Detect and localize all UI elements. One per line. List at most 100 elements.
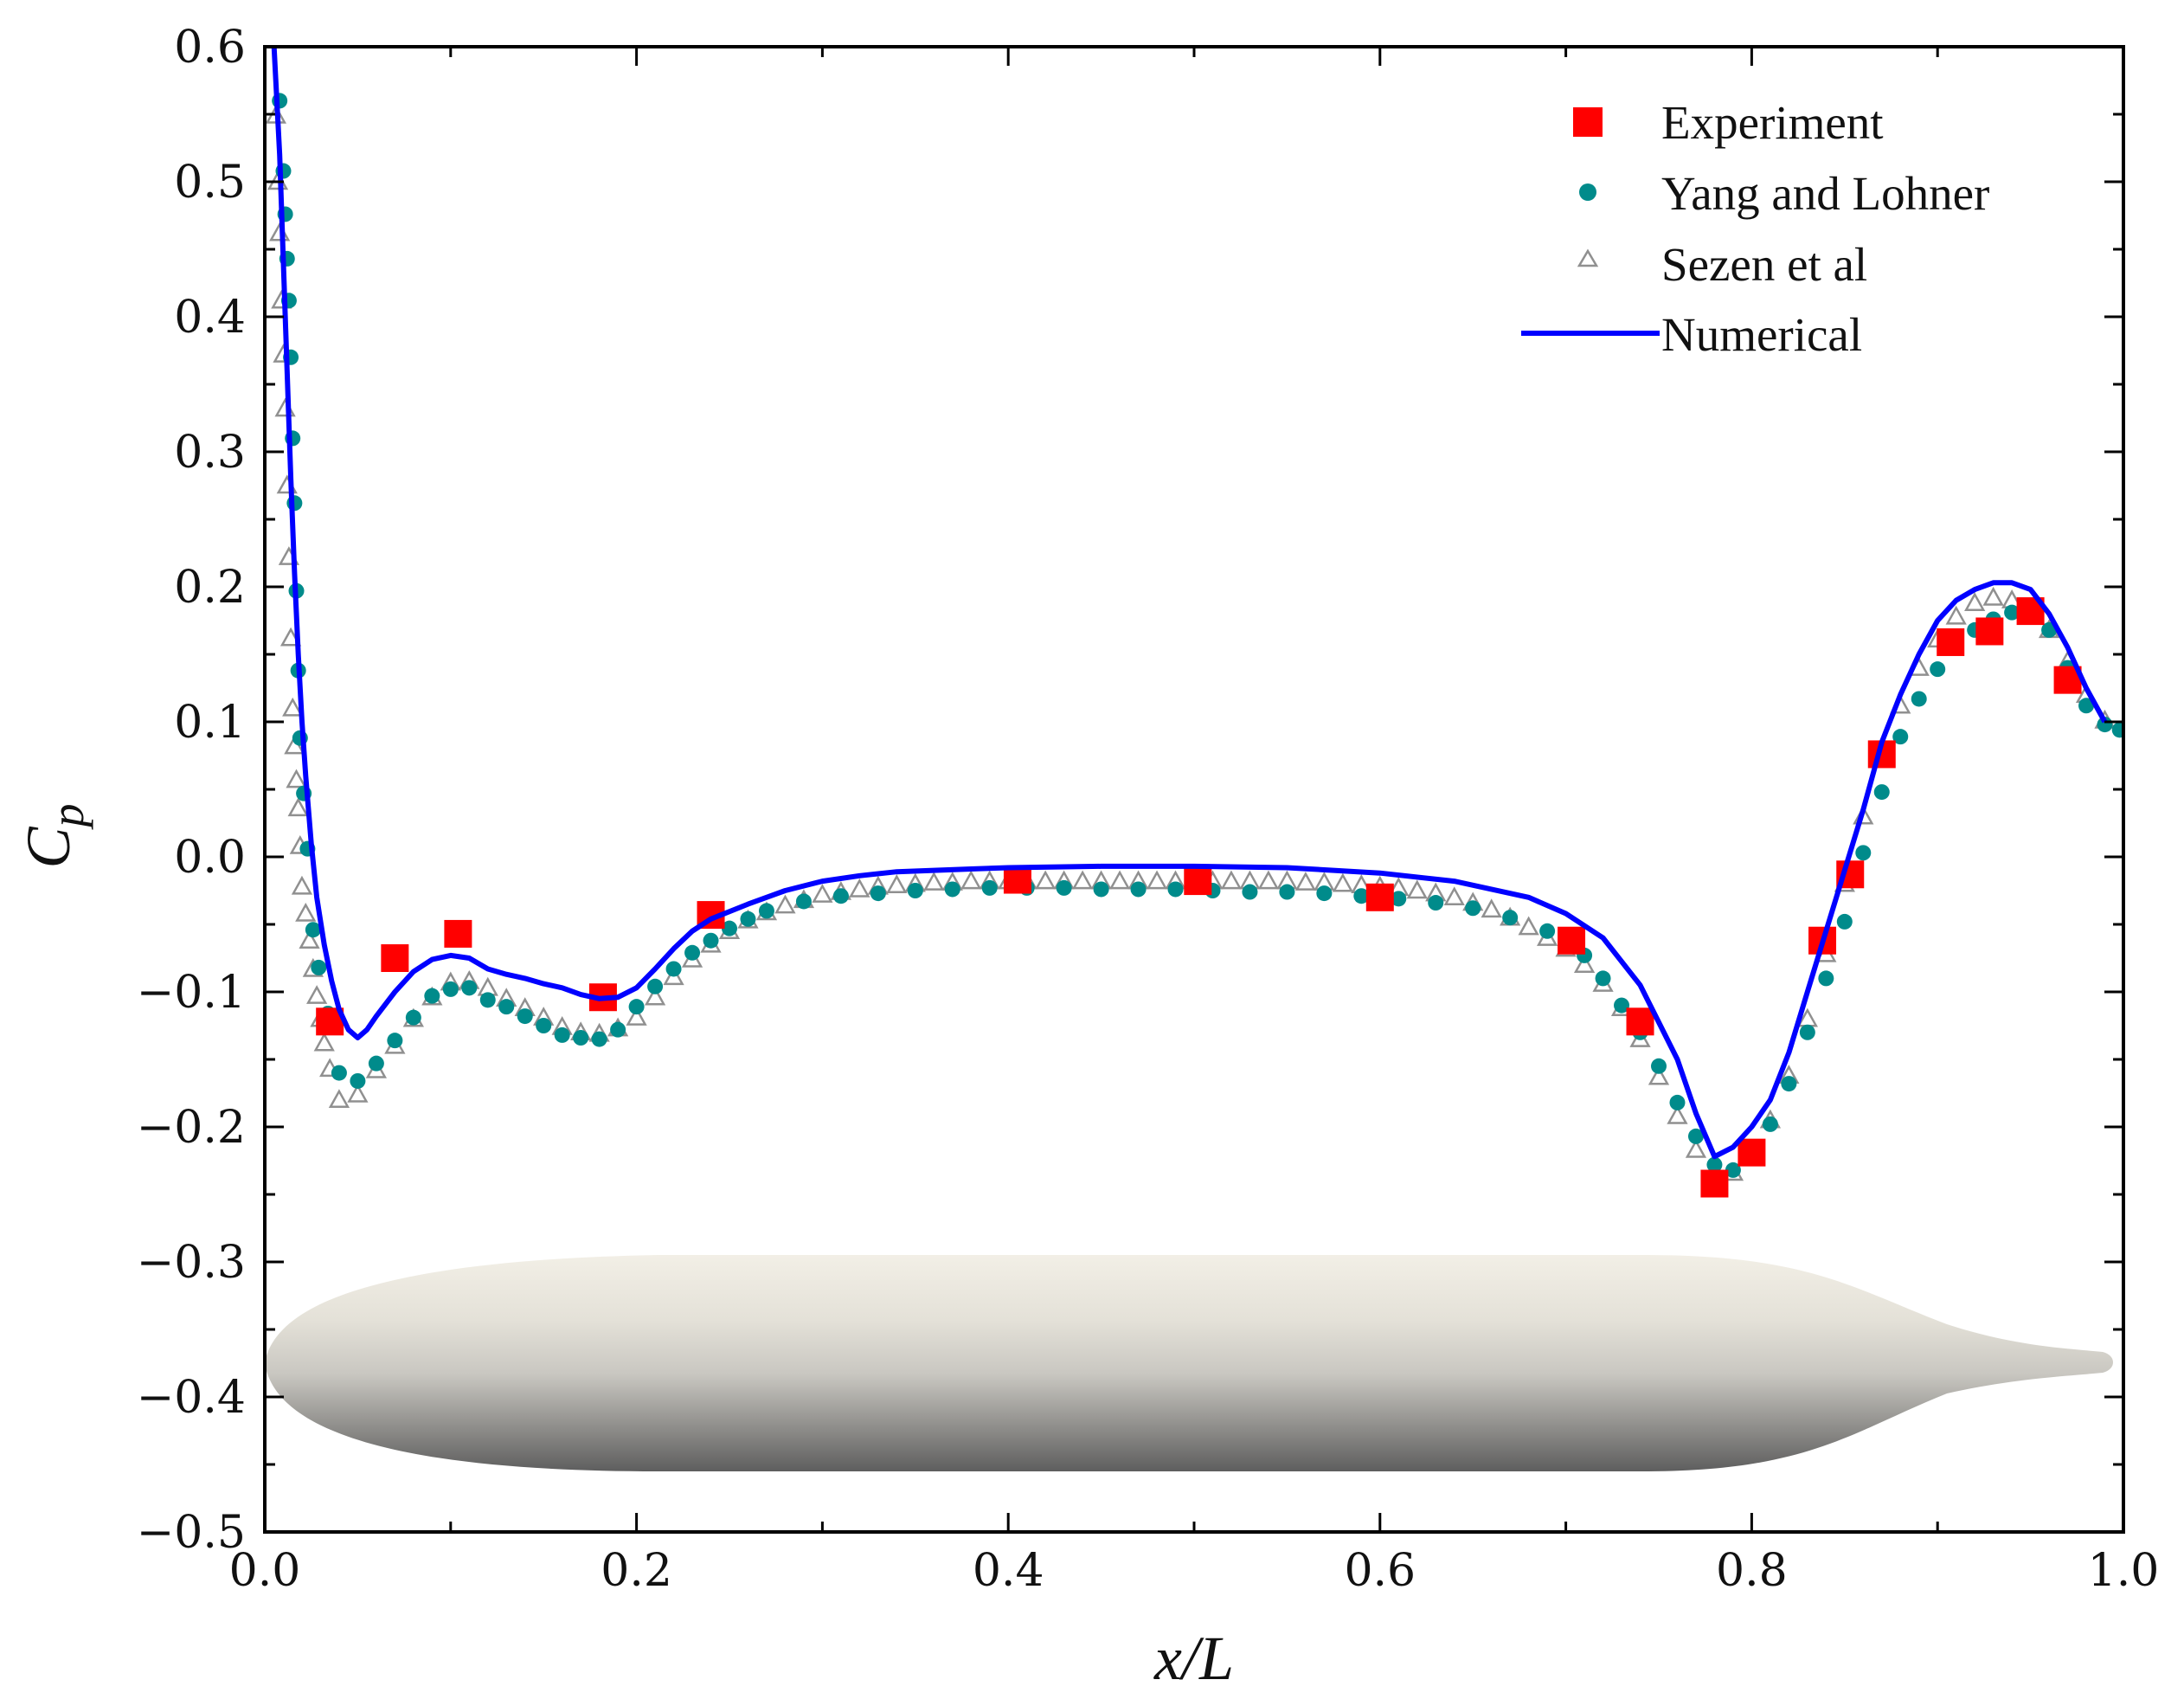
- yang-point: [870, 885, 886, 902]
- sezen-point: [1406, 879, 1428, 899]
- y-tick-label: 0.4: [174, 292, 246, 344]
- sezen-point: [1108, 870, 1131, 890]
- yang-point: [311, 959, 327, 975]
- axes-layer: 0.0 0.2 0.4 0.6 0.8 1.00.60.50.40.30.20.10.0−…: [137, 22, 2160, 1597]
- legend-marker-sezen: [1577, 248, 1599, 267]
- sezen-point: [1945, 605, 1967, 625]
- yang-point: [1614, 997, 1630, 1014]
- legend-label-yang: Yang and Lohner: [1661, 167, 1989, 220]
- yang-point: [1391, 891, 1407, 907]
- yang-point: [1799, 1024, 1815, 1040]
- yang-point: [442, 981, 459, 997]
- sezen-point: [644, 986, 666, 1006]
- y-tick-label: 0.1: [174, 697, 246, 749]
- y-tick-label: 0.6: [174, 22, 246, 74]
- yang-point: [1669, 1094, 1686, 1110]
- sezen-point: [1982, 586, 2004, 606]
- yang-point: [684, 944, 701, 961]
- yang-point: [387, 1033, 403, 1049]
- experiment-point: [1365, 883, 1394, 911]
- yang-point: [1093, 881, 1109, 898]
- experiment-point: [1700, 1169, 1729, 1198]
- experiment-point: [1937, 627, 1965, 656]
- sezen-point: [306, 985, 328, 1004]
- yang-point: [740, 911, 756, 927]
- x-tick-label: 1.0: [2088, 1545, 2160, 1597]
- sezen-point: [774, 894, 796, 914]
- numerical-line: [271, 47, 2108, 1160]
- yang-point: [795, 893, 812, 910]
- yang-point: [1130, 881, 1147, 898]
- sezen-point: [1257, 870, 1280, 890]
- legend: Experiment Yang and Lohner Sezen et al N…: [1521, 96, 1989, 361]
- y-tick-label: −0.4: [137, 1372, 246, 1424]
- yang-point: [1242, 884, 1258, 900]
- yang-point: [479, 992, 496, 1008]
- sezen-point: [1294, 872, 1317, 891]
- x-tick-label: 0.4: [973, 1545, 1044, 1597]
- yang-point: [722, 920, 737, 936]
- sezen-point: [1648, 1065, 1670, 1085]
- x-tick-label: 0.0: [229, 1545, 301, 1597]
- yang-point: [368, 1055, 384, 1072]
- sezen-point: [287, 797, 309, 817]
- sezen-point: [886, 874, 908, 894]
- sezen-point: [663, 966, 684, 986]
- y-tick-label: −0.5: [137, 1507, 246, 1559]
- yang-point: [2078, 698, 2095, 714]
- yang-point: [1539, 923, 1556, 939]
- yang-point: [517, 1008, 533, 1025]
- sezen-point: [1573, 954, 1596, 974]
- yang-point: [461, 980, 478, 996]
- legend-label-sezen: Sezen et al: [1661, 238, 1867, 291]
- yang-point: [1892, 729, 1909, 745]
- sezen-point: [1964, 592, 1986, 611]
- sezen-point: [1071, 870, 1094, 890]
- sezen-point: [1685, 1138, 1707, 1158]
- sezen-point: [849, 878, 870, 898]
- x-tick-label: 0.6: [1344, 1545, 1416, 1597]
- yang-point: [1687, 1128, 1704, 1144]
- sezen-point: [286, 769, 307, 788]
- sezen-point: [328, 1089, 350, 1109]
- y-tick-label: 0.3: [174, 427, 246, 479]
- yang-point: [1930, 661, 1946, 678]
- yang-point: [610, 1021, 626, 1038]
- yang-point: [554, 1026, 570, 1043]
- experiment-point: [1626, 1007, 1654, 1036]
- yang-point: [331, 1065, 347, 1081]
- yang-point: [1873, 784, 1890, 801]
- experiment-point: [1738, 1138, 1766, 1167]
- hull-shape: [265, 1255, 2113, 1471]
- yang-point: [405, 1009, 421, 1026]
- yang-point: [1502, 910, 1519, 926]
- legend-marker-yang: [1579, 183, 1596, 201]
- y-axis-title: Cp: [14, 803, 93, 868]
- yang-point: [703, 932, 719, 949]
- yang-point: [981, 879, 998, 896]
- experiment-point: [1003, 866, 1031, 894]
- yang-point: [647, 978, 664, 994]
- sezen-point: [1443, 886, 1465, 906]
- yang-point: [665, 961, 682, 977]
- yang-point: [2004, 604, 2020, 621]
- y-tick-label: 0.5: [174, 157, 246, 209]
- yang-point: [628, 999, 645, 1015]
- yang-point: [1056, 879, 1072, 896]
- yang-point: [1855, 845, 1872, 861]
- yang-point: [1762, 1116, 1778, 1132]
- yang-point: [591, 1031, 607, 1047]
- yang-point: [1353, 888, 1370, 904]
- legend-marker-experiment: [1573, 107, 1603, 137]
- yang-point: [424, 988, 440, 1004]
- sezen-point: [291, 875, 313, 895]
- yang-point: [1595, 970, 1611, 987]
- sezen-point: [812, 884, 833, 903]
- y-tick-label: −0.2: [137, 1102, 246, 1154]
- sezen-point: [1035, 870, 1057, 890]
- y-axis-title-sub: p: [42, 803, 93, 830]
- sezen-point: [1220, 870, 1243, 890]
- experiment-point: [381, 944, 409, 972]
- y-tick-label: 0.2: [174, 562, 246, 614]
